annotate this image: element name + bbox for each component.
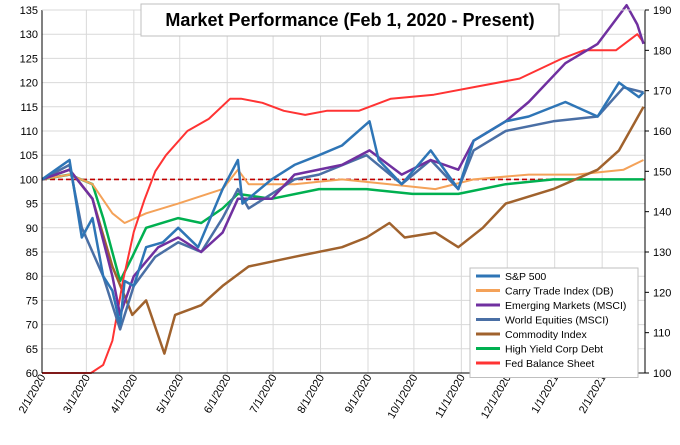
legend-label: High Yield Corp Debt [505,344,603,356]
y-left-tick-label: 60 [26,368,38,380]
series-line-s-p-500 [41,81,645,326]
y-left-tick-label: 120 [20,78,38,90]
y-left-tick-label: 110 [20,126,38,138]
y-left-tick-label: 70 [26,320,38,332]
y-left-tick-label: 65 [26,344,38,356]
y-left-tick-label: 125 [20,53,38,65]
y-right-tick-label: 120 [653,287,671,299]
y-right-tick-label: 130 [653,247,671,259]
title-group: Market Performance (Feb 1, 2020 - Presen… [140,3,560,37]
y-left-tick-label: 90 [26,223,38,235]
y-right-tick-label: 180 [653,45,671,57]
series-line-commodity-index [41,106,645,355]
x-tick-label: 4/1/2020 [109,373,141,416]
y-left-tick-label: 75 [26,295,38,307]
chart-title-box [140,3,560,37]
x-tick-label: 5/1/2020 [155,373,187,416]
x-tick-label: 2/1/2021 [577,373,609,416]
x-tick-label: 12/1/2020 [479,373,514,421]
legend-label: Commodity Index [505,329,587,341]
y-left-tick-label: 100 [20,174,38,186]
legend-box [469,267,639,378]
y-right-tick-label: 150 [653,166,671,178]
x-tick-label: 9/1/2020 [343,373,375,416]
x-tick-label: 1/1/2021 [529,373,561,416]
legend-label: S&P 500 [505,271,546,283]
y-left-tick-label: 80 [26,271,38,283]
x-tick-label: 3/1/2020 [61,373,93,416]
x-tick-label: 6/1/2020 [202,373,234,416]
x-tick-label: 11/1/2020 [433,373,467,421]
y-right-tick-label: 110 [653,328,671,340]
y-right-tick-label: 140 [653,207,671,219]
series-line-fed-balance-sheet [42,33,645,374]
y-right-tick-label: 190 [653,5,671,17]
chart-title: Market Performance (Feb 1, 2020 - Presen… [165,10,534,30]
series-line-carry-trade-index-db [41,159,644,224]
legend-label: Carry Trade Index (DB) [505,286,614,298]
y-left-tick-label: 95 [26,199,38,211]
y-right-tick-label: 100 [653,368,671,380]
legend-label: Emerging Markets (MSCI) [505,300,626,312]
y-left-tick-label: 130 [20,29,38,41]
y-left-tick-label: 115 [20,102,38,114]
y-left-tick-label: 85 [26,247,38,259]
y-left-tick-label: 105 [20,150,38,162]
x-tick-label: 7/1/2020 [248,373,280,416]
x-tick-label: 10/1/2020 [386,373,421,421]
y-left-tick-label: 135 [20,5,38,17]
x-tick-label: 8/1/2020 [295,373,327,416]
series-line-world-equities-msci [41,86,644,331]
series-group [41,3,645,374]
legend: S&P 500 Carry Trade Index (DB) Emerging Ma… [469,267,639,378]
legend-label: World Equities (MSCI) [505,315,609,327]
y-right-tick-label: 170 [653,86,671,98]
y-right-tick-label: 160 [653,126,671,138]
legend-label: Fed Balance Sheet [505,358,594,370]
